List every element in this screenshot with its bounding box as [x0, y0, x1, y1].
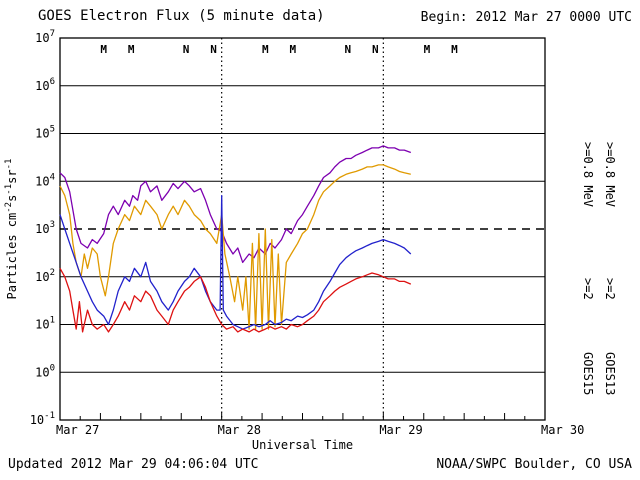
- svg-text:100: 100: [35, 363, 55, 379]
- right-legend-goes13: >=0.8 MeV >=2 GOES13: [603, 142, 617, 395]
- svg-text:GOES15: GOES15: [581, 352, 595, 395]
- svg-text:103: 103: [35, 220, 55, 236]
- series-goes13-0-8-mev: [59, 164, 411, 330]
- series-goes15-2-mev: [59, 194, 412, 330]
- svg-text:N: N: [183, 43, 190, 56]
- svg-text:N: N: [372, 43, 379, 56]
- svg-text:>=0.8 MeV: >=0.8 MeV: [581, 142, 595, 207]
- svg-text:102: 102: [35, 268, 55, 284]
- svg-text:Mar 28: Mar 28: [218, 423, 261, 437]
- x-axis-label: Universal Time: [252, 438, 353, 452]
- svg-text:GOES13: GOES13: [603, 352, 617, 395]
- plot-frame: [59, 37, 546, 421]
- right-legend-goes15: >=0.8 MeV >=2 GOES15: [581, 142, 595, 395]
- series-goes13-2-mev: [59, 267, 412, 333]
- svg-text:M: M: [424, 43, 431, 56]
- svg-text:101: 101: [35, 316, 55, 332]
- svg-text:>=2: >=2: [581, 278, 595, 300]
- svg-text:Mar 29: Mar 29: [379, 423, 422, 437]
- x-axis-tick-labels: Mar 27 Mar 28 Mar 29 Mar 30: [56, 423, 584, 437]
- x-axis-minor-ticks: [79, 413, 526, 420]
- svg-text:104: 104: [35, 172, 55, 188]
- series-goes15-0-8-mev: [59, 145, 412, 264]
- svg-text:>=0.8 MeV: >=0.8 MeV: [603, 142, 617, 207]
- svg-text:M: M: [128, 43, 135, 56]
- y-axis-tick-labels: 107 106 105 104 103 102 101 100 10-1: [30, 29, 55, 427]
- credit-text: NOAA/SWPC Boulder, CO USA: [436, 457, 632, 472]
- svg-text:M: M: [451, 43, 458, 56]
- chart-title: GOES Electron Flux (5 minute data): [38, 8, 325, 24]
- grid-lines: [60, 38, 545, 420]
- svg-text:107: 107: [35, 29, 55, 45]
- svg-text:Mar 27: Mar 27: [56, 423, 99, 437]
- svg-text:Mar 30: Mar 30: [541, 423, 584, 437]
- svg-text:N: N: [344, 43, 351, 56]
- svg-text:M: M: [262, 43, 269, 56]
- svg-text:M: M: [100, 43, 107, 56]
- svg-text:105: 105: [35, 125, 55, 141]
- svg-text:>=2: >=2: [603, 278, 617, 300]
- svg-text:M: M: [289, 43, 296, 56]
- y-axis-label: Particles cm-2s-1sr-1: [4, 159, 19, 300]
- begin-timestamp: Begin: 2012 Mar 27 0000 UTC: [420, 10, 632, 25]
- svg-text:10-1: 10-1: [30, 411, 55, 427]
- svg-text:106: 106: [35, 77, 55, 93]
- svg-text:N: N: [210, 43, 217, 56]
- updated-timestamp: Updated 2012 Mar 29 04:06:04 UTC: [8, 457, 259, 472]
